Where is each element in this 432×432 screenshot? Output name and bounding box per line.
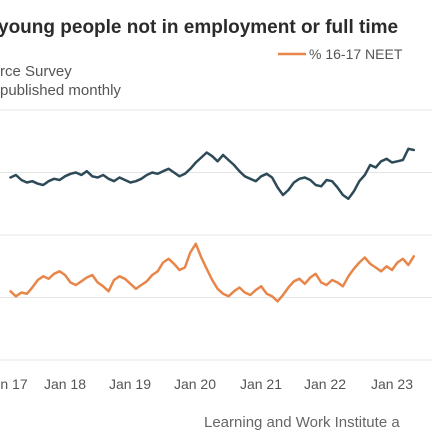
x-tick-label: Jan 21 [240, 376, 282, 392]
subtitle-line-2: published monthly [0, 82, 121, 99]
x-tick-label: n 17 [0, 376, 27, 392]
x-axis-tick-labels: n 17 Jan 18 Jan 19 Jan 20 Jan 21 Jan 22 Jan 23 [0, 376, 413, 392]
grid-lines [0, 109, 432, 361]
chart-title: young people not in employment or full t… [0, 17, 398, 38]
x-tick-label: Jan 18 [44, 376, 86, 392]
x-tick-label: Jan 20 [174, 376, 216, 392]
legend-label-neet-16-17: % 16-17 NEET [309, 46, 403, 62]
subtitle-line-1: rce Survey [0, 63, 72, 80]
source-note: Learning and Work Institute a [204, 414, 400, 431]
x-tick-label: Jan 22 [304, 376, 346, 392]
legend: % 16-17 NEET [278, 46, 403, 62]
x-tick-label: Jan 19 [109, 376, 151, 392]
x-tick-label: Jan 23 [371, 376, 413, 392]
series-line-neet-16-17 [9, 242, 416, 303]
series-layer [9, 147, 416, 303]
series-line-1 [9, 147, 416, 201]
